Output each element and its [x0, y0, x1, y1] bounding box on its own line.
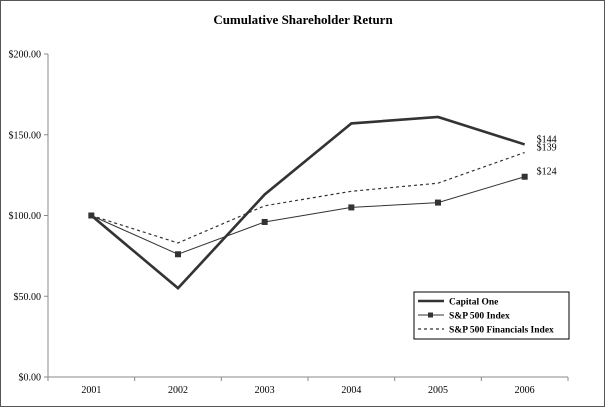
end-labels: $144 $124 $139 [537, 134, 557, 177]
y-tick-label: $50.00 [14, 292, 42, 303]
x-tick-label: 2006 [515, 385, 535, 396]
series-marker-1 [261, 218, 268, 225]
y-tick-label: $100.00 [9, 211, 42, 222]
legend-entry-label: S&P 500 Financials Index [449, 326, 554, 336]
end-value-label: $139 [537, 143, 557, 154]
chart-title: Cumulative Shareholder Return [213, 12, 393, 27]
series-marker-1 [175, 251, 181, 258]
series-line-1 [91, 176, 525, 255]
x-tick-label: 2002 [168, 385, 188, 396]
series-marker-1 [435, 199, 441, 206]
x-tick-label: 2004 [341, 385, 361, 396]
end-value-label: $144 [537, 134, 557, 145]
series-layer [88, 115, 528, 290]
legend: Capital One S&P 500 Index S&P 500 Financia… [413, 291, 570, 340]
axes: $0.00 $50.00 $100.00 $150.00 $200.00 2001 2002… [9, 50, 569, 396]
series-line-2 [91, 151, 525, 244]
x-tick-label: 2003 [255, 385, 275, 396]
x-tick-label: 2005 [428, 385, 448, 396]
legend-entry-label: Capital One [449, 298, 498, 308]
series-marker-1 [348, 204, 355, 211]
end-value-label: $124 [537, 167, 557, 178]
y-tick-label: $200.00 [9, 50, 42, 61]
series-line-0 [90, 115, 526, 290]
y-tick-label: $0.00 [19, 373, 42, 384]
y-tick-label: $150.00 [9, 130, 42, 141]
legend-entry-label: S&P 500 Index [449, 312, 510, 322]
x-tick-label: 2001 [81, 385, 101, 396]
legend-swatch-marker [428, 312, 433, 318]
series-marker-1 [521, 173, 528, 180]
